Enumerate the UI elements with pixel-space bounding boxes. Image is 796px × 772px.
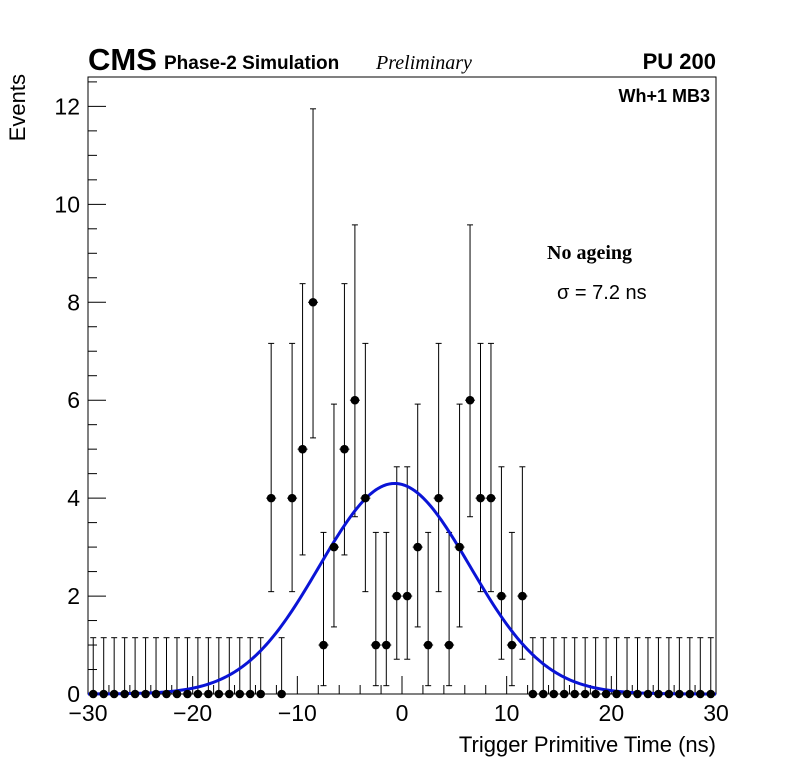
data-point bbox=[455, 542, 464, 552]
data-point bbox=[287, 493, 297, 503]
data-points bbox=[88, 297, 716, 699]
preliminary-label: Preliminary bbox=[375, 52, 472, 74]
data-point bbox=[266, 493, 276, 503]
data-point bbox=[696, 689, 705, 699]
x-axis-title: Trigger Primitive Time (ns) bbox=[459, 732, 716, 757]
y-tick-label: 6 bbox=[67, 387, 80, 413]
data-point bbox=[183, 689, 192, 699]
data-point bbox=[580, 689, 590, 699]
data-point bbox=[308, 297, 318, 307]
data-point bbox=[559, 689, 569, 699]
data-point bbox=[298, 444, 307, 454]
data-point bbox=[497, 591, 506, 601]
data-point bbox=[141, 689, 150, 699]
data-point bbox=[277, 689, 286, 699]
data-point bbox=[88, 689, 98, 699]
y-axis-title: Events bbox=[5, 74, 30, 141]
data-point bbox=[235, 689, 245, 699]
x-tick-label: −10 bbox=[278, 700, 317, 726]
data-point bbox=[549, 689, 559, 699]
data-point bbox=[465, 395, 475, 405]
data-point bbox=[329, 542, 339, 552]
data-point bbox=[633, 689, 642, 699]
x-tick-label: 10 bbox=[494, 700, 520, 726]
data-point bbox=[109, 689, 119, 699]
error-bars bbox=[88, 108, 716, 695]
data-point bbox=[151, 689, 161, 699]
data-point bbox=[193, 689, 203, 699]
simulation-label: Phase-2 Simulation bbox=[164, 53, 339, 74]
data-point bbox=[361, 493, 370, 503]
condition-label: No ageing bbox=[547, 242, 632, 264]
x-tick-label: 0 bbox=[396, 700, 409, 726]
gaussian-fit-curve bbox=[87, 481, 717, 696]
x-tick-label: −20 bbox=[173, 700, 212, 726]
y-tick-label: 12 bbox=[54, 93, 80, 119]
data-point bbox=[654, 689, 663, 699]
y-tick-label: 4 bbox=[67, 485, 80, 511]
data-point bbox=[245, 689, 255, 699]
data-point bbox=[622, 689, 632, 699]
data-point bbox=[225, 689, 234, 699]
data-point bbox=[350, 395, 360, 405]
region-label: Wh+1 MB3 bbox=[618, 86, 710, 106]
y-tick-label: 10 bbox=[54, 191, 80, 217]
data-point bbox=[706, 689, 716, 699]
experiment-label: CMS bbox=[88, 42, 157, 77]
data-point bbox=[392, 591, 402, 601]
data-point bbox=[319, 640, 328, 650]
sigma-label: σ = 7.2 ns bbox=[557, 282, 647, 304]
y-tick-label: 0 bbox=[67, 681, 80, 707]
data-point bbox=[539, 689, 548, 699]
plot-frame bbox=[87, 76, 717, 695]
y-tick-label: 8 bbox=[67, 289, 80, 315]
data-point bbox=[423, 640, 433, 650]
data-point bbox=[685, 689, 695, 699]
data-point bbox=[675, 689, 684, 699]
data-point bbox=[172, 689, 182, 699]
data-point bbox=[204, 689, 213, 699]
pileup-label: PU 200 bbox=[643, 49, 716, 74]
data-point bbox=[476, 493, 485, 503]
data-point bbox=[120, 689, 129, 699]
data-point bbox=[664, 689, 674, 699]
data-point bbox=[444, 640, 454, 650]
data-point bbox=[413, 542, 423, 552]
data-point bbox=[371, 640, 381, 650]
data-point bbox=[130, 689, 140, 699]
x-axis-ticks: −30 −20 −10 0 10 20 30 bbox=[68, 676, 729, 726]
x-tick-label: 30 bbox=[703, 700, 729, 726]
data-point bbox=[570, 689, 579, 699]
data-point bbox=[214, 689, 224, 699]
data-point bbox=[402, 591, 412, 601]
data-point bbox=[528, 689, 538, 699]
data-point bbox=[601, 689, 611, 699]
data-point bbox=[382, 640, 391, 650]
y-axis-ticks: 0 2 4 6 8 10 12 bbox=[54, 81, 106, 707]
data-point bbox=[643, 689, 653, 699]
data-point bbox=[162, 689, 171, 699]
x-tick-label: −30 bbox=[68, 700, 107, 726]
data-point bbox=[507, 640, 517, 650]
data-point bbox=[340, 444, 349, 454]
data-point bbox=[591, 689, 600, 699]
data-point bbox=[486, 493, 496, 503]
data-point bbox=[518, 591, 527, 601]
data-point bbox=[256, 689, 266, 699]
y-tick-label: 2 bbox=[67, 583, 80, 609]
data-point bbox=[434, 493, 443, 503]
x-tick-label: 20 bbox=[599, 700, 625, 726]
data-point bbox=[612, 689, 621, 699]
data-point bbox=[99, 689, 108, 699]
